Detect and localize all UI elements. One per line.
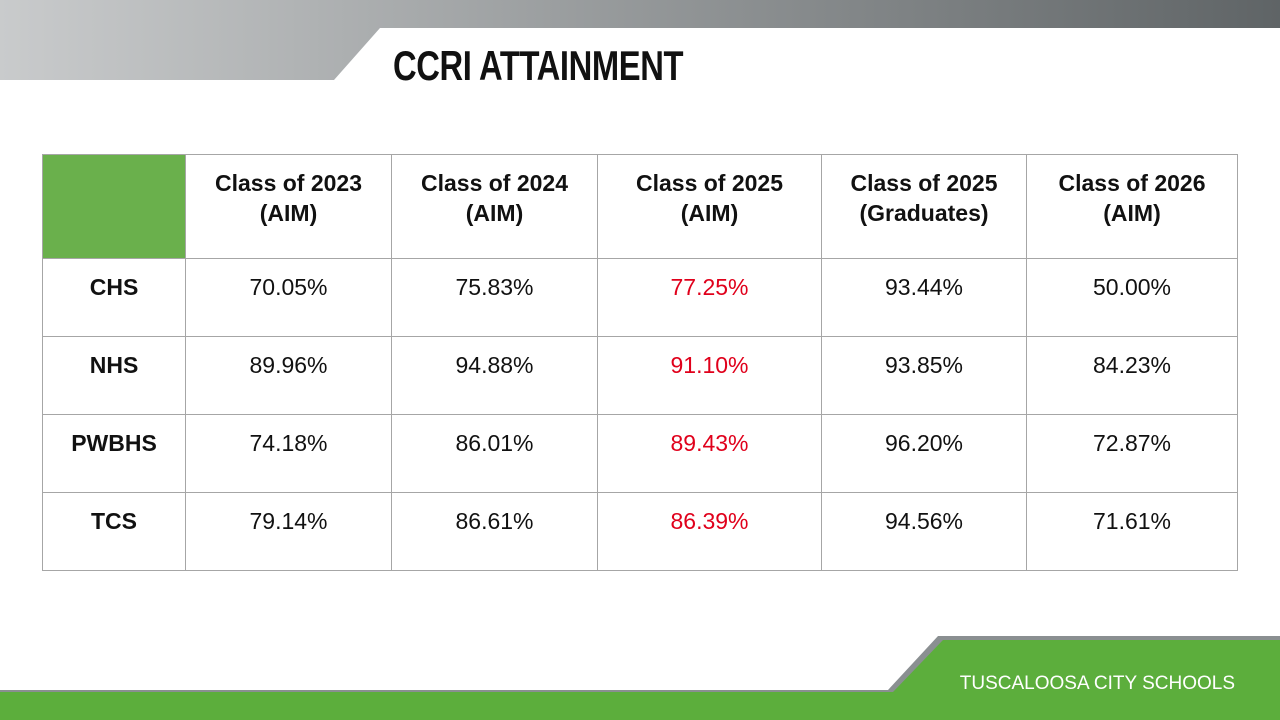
table-body: CHS 70.05% 75.83% 77.25% 93.44% 50.00% NHS 89.9…: [42, 258, 1238, 571]
table-cell: 71.61%: [1026, 492, 1238, 571]
corner-cell: [42, 154, 186, 259]
table-cell: 94.88%: [391, 336, 598, 415]
table-cell: 84.23%: [1026, 336, 1238, 415]
table-cell: 86.61%: [391, 492, 598, 571]
column-header: Class of 2025 (AIM): [597, 154, 822, 259]
row-header: TCS: [42, 492, 186, 571]
column-header-line: Class of 2025: [850, 169, 998, 196]
column-header-line: (AIM): [680, 199, 739, 226]
table-row: CHS 70.05% 75.83% 77.25% 93.44% 50.00%: [42, 258, 1238, 337]
table-cell: 91.10%: [597, 336, 822, 415]
column-header-line: Class of 2023: [214, 169, 363, 196]
table-cell: 86.39%: [597, 492, 822, 571]
table-cell: 93.44%: [821, 258, 1027, 337]
table-row: PWBHS 74.18% 86.01% 89.43% 96.20% 72.87%: [42, 414, 1238, 493]
table-cell: 74.18%: [185, 414, 392, 493]
table-cell: 89.96%: [185, 336, 392, 415]
table-row: NHS 89.96% 94.88% 91.10% 93.85% 84.23%: [42, 336, 1238, 415]
column-header: Class of 2023 (AIM): [185, 154, 392, 259]
table-cell: 89.43%: [597, 414, 822, 493]
column-header: Class of 2025 (Graduates): [821, 154, 1027, 259]
row-header: CHS: [42, 258, 186, 337]
table-cell: 72.87%: [1026, 414, 1238, 493]
table-cell: 75.83%: [391, 258, 598, 337]
column-header-line: Class of 2024: [420, 169, 569, 196]
bottom-band: [0, 640, 1280, 720]
column-header-line: (Graduates): [859, 199, 989, 226]
table-cell: 77.25%: [597, 258, 822, 337]
row-header: NHS: [42, 336, 186, 415]
header-row: Class of 2023 (AIM) Class of 2024 (AIM) Clas…: [42, 154, 1238, 259]
column-header-line: (AIM): [259, 199, 318, 226]
table-cell: 96.20%: [821, 414, 1027, 493]
table-cell: 93.85%: [821, 336, 1027, 415]
row-header: PWBHS: [42, 414, 186, 493]
slide-title: CCRI ATTAINMENT: [393, 42, 684, 89]
column-header-line: (AIM): [1103, 199, 1161, 226]
table-cell: 50.00%: [1026, 258, 1238, 337]
data-table: Class of 2023 (AIM) Class of 2024 (AIM) Clas…: [42, 154, 1238, 571]
column-header-line: Class of 2025: [635, 169, 784, 196]
footer-text: TUSCALOOSA CITY SCHOOLS: [959, 673, 1235, 694]
column-header-line: (AIM): [465, 199, 524, 226]
top-band-edge: [0, 29, 1280, 84]
table-cell: 70.05%: [185, 258, 392, 337]
column-header: Class of 2024 (AIM): [391, 154, 598, 259]
table-cell: 86.01%: [391, 414, 598, 493]
column-header: Class of 2026 (AIM): [1026, 154, 1238, 259]
table-cell: 79.14%: [185, 492, 392, 571]
column-header-line: Class of 2026: [1058, 169, 1206, 196]
table-cell: 94.56%: [821, 492, 1027, 571]
top-band: [0, 0, 1280, 80]
table-row: TCS 79.14% 86.61% 86.39% 94.56% 71.61%: [42, 492, 1238, 571]
